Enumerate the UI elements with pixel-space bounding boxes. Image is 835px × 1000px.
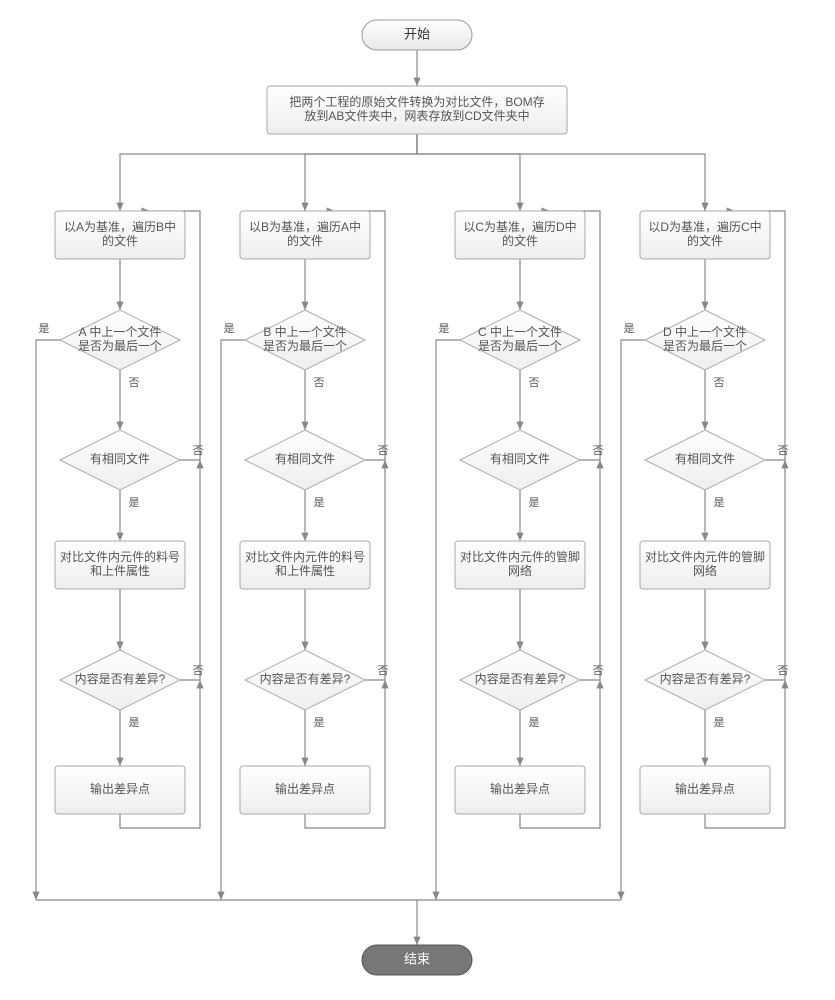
svg-text:否: 否 [129, 377, 140, 389]
svg-text:放到AB文件夹中，网表存放到CD文件夹中: 放到AB文件夹中，网表存放到CD文件夹中 [304, 108, 529, 123]
svg-text:对比文件内元件的管脚: 对比文件内元件的管脚 [460, 549, 580, 564]
svg-text:以D为基准，遍历C中: 以D为基准，遍历C中 [648, 219, 761, 234]
svg-text:否: 否 [593, 665, 604, 677]
svg-text:输出差异点: 输出差异点 [490, 781, 550, 796]
svg-text:否: 否 [378, 665, 389, 677]
svg-text:有相同文件: 有相同文件 [675, 451, 735, 466]
svg-text:有相同文件: 有相同文件 [275, 451, 335, 466]
svg-text:否: 否 [593, 445, 604, 457]
svg-text:是: 是 [714, 496, 725, 509]
svg-text:是: 是 [439, 322, 450, 335]
svg-text:对比文件内元件的料号: 对比文件内元件的料号 [245, 549, 365, 564]
svg-text:是否为最后一个: 是否为最后一个 [663, 339, 747, 353]
svg-text:是否为最后一个: 是否为最后一个 [478, 339, 562, 353]
svg-text:是: 是 [129, 496, 140, 509]
svg-text:否: 否 [529, 377, 540, 389]
svg-text:B 中上一个文件: B 中上一个文件 [263, 324, 346, 339]
svg-text:有相同文件: 有相同文件 [490, 451, 550, 466]
svg-text:是: 是 [624, 322, 635, 335]
svg-text:是: 是 [129, 716, 140, 729]
svg-text:的文件: 的文件 [102, 233, 138, 248]
svg-text:是: 是 [529, 496, 540, 509]
svg-text:输出差异点: 输出差异点 [275, 781, 335, 796]
svg-text:有相同文件: 有相同文件 [90, 451, 150, 466]
svg-text:C 中上一个文件: C 中上一个文件 [478, 324, 562, 339]
svg-text:否: 否 [193, 665, 204, 677]
svg-text:否: 否 [193, 445, 204, 457]
svg-text:内容是否有差异?: 内容是否有差异? [660, 671, 751, 686]
svg-text:否: 否 [778, 665, 789, 677]
svg-text:是: 是 [529, 716, 540, 729]
svg-text:的文件: 的文件 [287, 233, 323, 248]
svg-text:的文件: 的文件 [687, 233, 723, 248]
svg-text:否: 否 [714, 377, 725, 389]
svg-text:否: 否 [378, 445, 389, 457]
svg-text:以B为基准，遍历A中: 以B为基准，遍历A中 [249, 219, 361, 234]
svg-text:的文件: 的文件 [502, 233, 538, 248]
svg-text:对比文件内元件的管脚: 对比文件内元件的管脚 [645, 549, 765, 564]
svg-text:是: 是 [39, 322, 50, 335]
svg-text:和上件属性: 和上件属性 [275, 564, 335, 578]
svg-text:内容是否有差异?: 内容是否有差异? [260, 671, 351, 686]
svg-text:D 中上一个文件: D 中上一个文件 [663, 324, 747, 339]
flowchart: 否是是否否是否是是否否是否是是否否是否是是否否是 开始把两个工程的原始文件转换为… [0, 0, 835, 1000]
svg-text:以A为基准，遍历B中: 以A为基准，遍历B中 [64, 219, 176, 234]
svg-text:否: 否 [314, 377, 325, 389]
svg-text:对比文件内元件的料号: 对比文件内元件的料号 [60, 549, 180, 564]
svg-text:输出差异点: 输出差异点 [675, 781, 735, 796]
svg-text:内容是否有差异?: 内容是否有差异? [475, 671, 566, 686]
svg-text:是否为最后一个: 是否为最后一个 [78, 339, 162, 353]
svg-text:结束: 结束 [404, 951, 430, 966]
svg-text:网络: 网络 [693, 563, 717, 578]
svg-text:网络: 网络 [508, 563, 532, 578]
svg-text:是: 是 [314, 716, 325, 729]
svg-text:内容是否有差异?: 内容是否有差异? [75, 671, 166, 686]
svg-text:以C为基准，遍历D中: 以C为基准，遍历D中 [463, 219, 576, 234]
svg-text:把两个工程的原始文件转换为对比文件，BOM存: 把两个工程的原始文件转换为对比文件，BOM存 [289, 94, 544, 109]
svg-text:A 中上一个文件: A 中上一个文件 [79, 324, 162, 339]
svg-text:是: 是 [314, 496, 325, 509]
svg-text:开始: 开始 [404, 26, 430, 41]
svg-text:是否为最后一个: 是否为最后一个 [263, 339, 347, 353]
svg-text:否: 否 [778, 445, 789, 457]
svg-text:输出差异点: 输出差异点 [90, 781, 150, 796]
svg-text:是: 是 [224, 322, 235, 335]
svg-text:是: 是 [714, 716, 725, 729]
svg-text:和上件属性: 和上件属性 [90, 564, 150, 578]
